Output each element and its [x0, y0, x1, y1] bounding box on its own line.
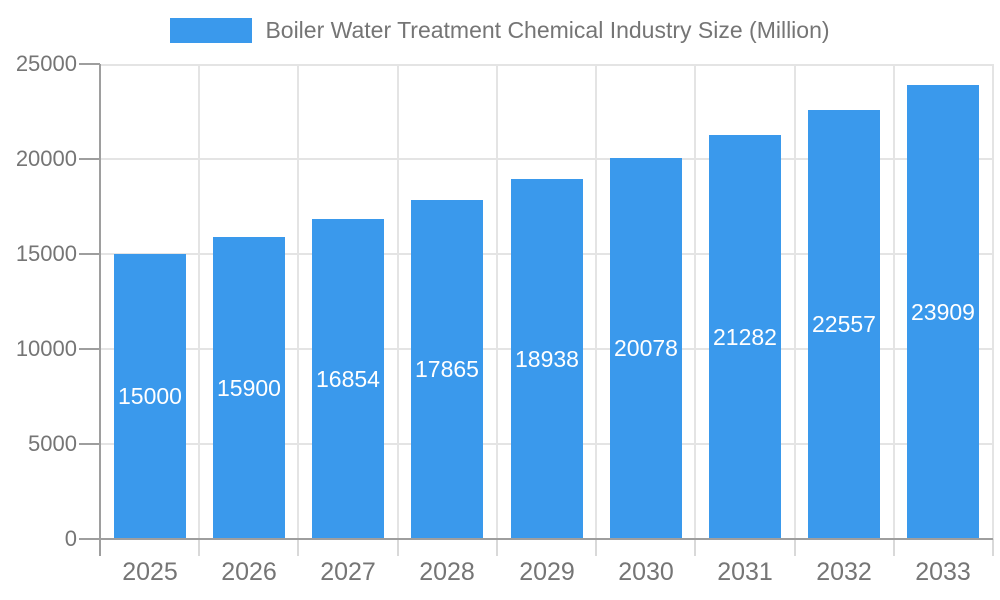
bar-value-label: 20078 [614, 335, 678, 361]
v-gridline [893, 64, 895, 539]
bar-2028[interactable]: 17865 [411, 200, 483, 539]
x-axis-tick [992, 539, 994, 556]
legend[interactable]: Boiler Water Treatment Chemical Industry… [0, 17, 1000, 43]
y-axis-tick [79, 253, 100, 255]
legend-label: Boiler Water Treatment Chemical Industry… [265, 16, 830, 43]
v-gridline [794, 64, 796, 539]
h-gridline [100, 64, 993, 66]
v-gridline [694, 64, 696, 539]
x-axis-tick-label: 2029 [519, 558, 575, 586]
y-axis-tick-label: 20000 [15, 146, 77, 171]
x-axis-tick [496, 539, 498, 556]
y-axis-tick-label: 0 [64, 526, 77, 551]
y-axis-tick [79, 348, 100, 350]
bar-2032[interactable]: 22557 [808, 110, 880, 539]
x-axis-tick [595, 539, 597, 556]
bar-2029[interactable]: 18938 [511, 179, 583, 539]
v-gridline [992, 64, 994, 539]
bar-2030[interactable]: 20078 [610, 158, 682, 539]
v-gridline [595, 64, 597, 539]
x-axis-tick-label: 2025 [122, 558, 178, 586]
y-axis-tick-label: 10000 [15, 336, 77, 361]
y-axis-tick [79, 63, 100, 65]
x-axis-tick-label: 2031 [717, 558, 773, 586]
bar-value-label: 22557 [812, 311, 876, 337]
bar-value-label: 15000 [118, 383, 182, 409]
v-gridline [397, 64, 399, 539]
bar-value-label: 21282 [713, 323, 777, 350]
y-axis-tick [79, 443, 100, 445]
v-gridline [496, 64, 498, 539]
bar-2027[interactable]: 16854 [312, 219, 384, 539]
x-axis-tick [297, 539, 299, 556]
y-axis-tick [79, 158, 100, 160]
x-axis-line [79, 538, 993, 540]
y-axis-tick-label: 15000 [15, 241, 77, 266]
x-axis-tick-label: 2027 [320, 558, 376, 586]
x-axis-tick [198, 539, 200, 556]
bar-2025[interactable]: 15000 [114, 254, 186, 539]
legend-swatch [170, 17, 253, 43]
bar-2031[interactable]: 21282 [709, 135, 781, 539]
x-axis-tick [694, 539, 696, 556]
x-axis-tick-label: 2032 [816, 558, 872, 586]
x-axis-tick-label: 2033 [915, 558, 971, 586]
v-gridline [198, 64, 200, 539]
y-axis-line [99, 64, 101, 556]
x-axis-tick [397, 539, 399, 556]
y-axis-tick-label: 5000 [28, 431, 77, 456]
bar-value-label: 23909 [911, 298, 975, 325]
bar-2033[interactable]: 23909 [907, 85, 979, 539]
bar-2026[interactable]: 15900 [213, 237, 285, 539]
bar-value-label: 18938 [515, 345, 579, 372]
bar-value-label: 16854 [316, 365, 380, 392]
bar-value-label: 15900 [217, 374, 281, 401]
h-gridline [100, 158, 993, 160]
plot-area: 15000 15900 16854 17865 18938 20078 21282 22557… [79, 63, 994, 556]
x-axis-tick [794, 539, 796, 556]
bar-value-label: 17865 [415, 356, 479, 382]
y-axis-tick-label: 25000 [15, 51, 77, 76]
v-gridline [297, 64, 299, 539]
x-axis-tick-label: 2026 [221, 558, 277, 586]
x-axis-tick-label: 2030 [618, 558, 674, 586]
x-axis-tick-label: 2028 [419, 558, 475, 586]
x-axis-tick [893, 539, 895, 556]
